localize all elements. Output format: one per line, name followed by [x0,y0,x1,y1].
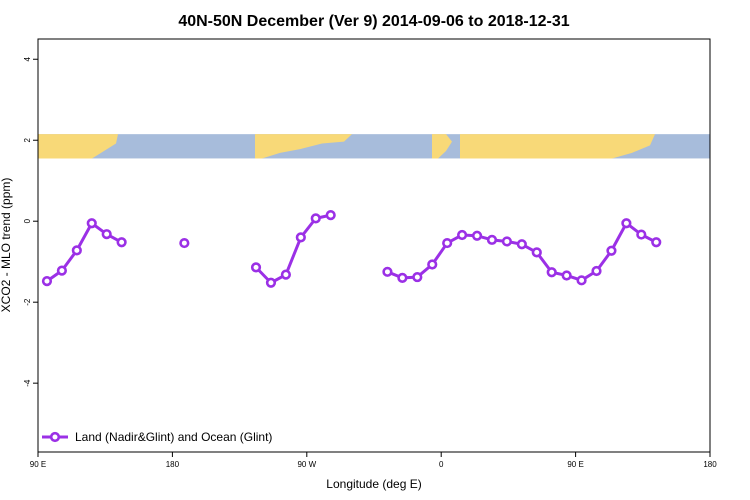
data-point [101,229,112,240]
x-tick-label: 180 [166,460,180,469]
y-tick-label: -2 [23,298,32,306]
legend: Land (Nadir&Glint) and Ocean (Glint) [42,430,272,444]
data-point [71,245,82,256]
data-point [310,213,321,224]
series-line [254,213,332,285]
y-tick-label: 4 [23,56,32,61]
data-point [397,272,408,283]
series-layer [41,210,662,288]
data-point [179,237,190,249]
y-tick-label: 0 [23,218,32,223]
data-point [382,266,393,277]
legend-label: Land (Nadir&Glint) and Ocean (Glint) [75,430,272,444]
data-point [621,218,632,229]
data-point [427,259,438,270]
y-tick-label: 2 [23,137,32,142]
data-point [56,265,67,276]
x-tick-label: 0 [439,460,444,469]
y-axis-label: XCO2 - MLO trend (ppm) [0,178,13,313]
data-point [86,218,97,229]
x-axis: 90 E 180 90 W 0 90 E 180 [30,452,717,469]
plot-frame [37,38,711,453]
data-point [531,247,542,258]
data-point [636,229,647,240]
data-point [457,229,468,241]
data-point [295,232,306,243]
data-point [471,230,483,241]
legend-marker [49,431,61,443]
chart-title: 40N-50N December (Ver 9) 2014-09-06 to 2… [178,13,569,30]
data-point [561,270,572,281]
data-point [265,277,277,288]
data-point [516,239,527,250]
data-point [412,271,423,283]
data-point [651,237,662,248]
map-land-3 [460,134,655,159]
data-point [41,276,53,287]
data-point [325,210,336,221]
x-tick-label: 90 E [567,460,583,469]
data-point [546,267,557,278]
map-land-1 [255,134,352,159]
x-tick-label: 180 [703,460,717,469]
data-point [116,237,127,248]
x-tick-label: 90 E [30,460,46,469]
data-point [606,245,617,256]
data-point [591,265,602,277]
data-point [501,236,513,247]
data-point [250,262,262,273]
world-map-band [38,134,710,159]
data-point [442,237,453,249]
x-axis-label: Longitude (deg E) [326,477,421,491]
y-axis: -4 -2 0 2 4 [23,56,38,387]
data-point [486,234,498,245]
y-tick-label: -4 [23,379,32,387]
x-tick-label: 90 W [297,460,316,469]
data-point [576,275,587,286]
map-land-2 [432,134,452,159]
map-land-0 [38,134,118,159]
data-point [280,269,291,280]
